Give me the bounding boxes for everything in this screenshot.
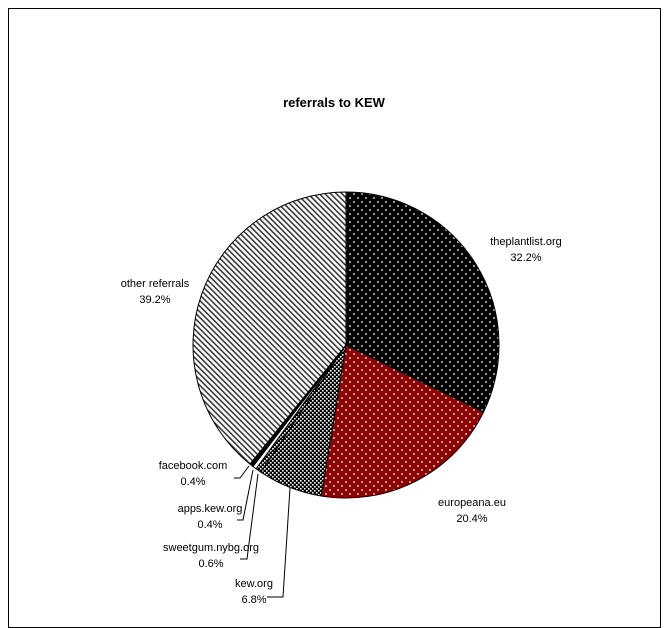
chart-title: referrals to KEW	[283, 95, 386, 110]
slice-percent-kew-org: 6.8%	[241, 594, 266, 606]
leader-line-sweetgum-nybg-org	[240, 473, 259, 560]
leader-line-kew-org	[267, 487, 291, 598]
slice-label-apps-kew-org: apps.kew.org	[178, 503, 243, 515]
slice-labels: theplantlist.org 32.2% europeana.eu 20.4% ke…	[121, 236, 562, 606]
slice-label-other-referrals: other referrals	[121, 278, 190, 290]
slice-label-facebook-com: facebook.com	[159, 460, 227, 472]
slice-percent-other-referrals: 39.2%	[139, 294, 170, 306]
pie-slices	[192, 191, 500, 499]
pie-slice-other-referrals	[192, 191, 347, 465]
slice-percent-europeana-eu: 20.4%	[456, 513, 487, 525]
leader-lines	[234, 465, 291, 598]
slice-percent-facebook-com: 0.4%	[180, 476, 205, 488]
leader-line-apps-kew-org	[237, 469, 254, 521]
pie-slice-theplantlist-org	[345, 191, 500, 413]
leader-line-facebook-com	[234, 465, 250, 479]
pie-slice-europeana-eu	[320, 344, 485, 499]
slice-percent-sweetgum-nybg-org: 0.6%	[198, 558, 223, 570]
slice-percent-theplantlist-org: 32.2%	[510, 252, 541, 264]
slice-label-sweetgum-nybg-org: sweetgum.nybg.org	[163, 542, 259, 554]
slice-label-europeana-eu: europeana.eu	[438, 497, 506, 509]
slice-label-theplantlist-org: theplantlist.org	[490, 236, 562, 248]
slice-percent-apps-kew-org: 0.4%	[197, 519, 222, 531]
slice-label-kew-org: kew.org	[235, 578, 273, 590]
